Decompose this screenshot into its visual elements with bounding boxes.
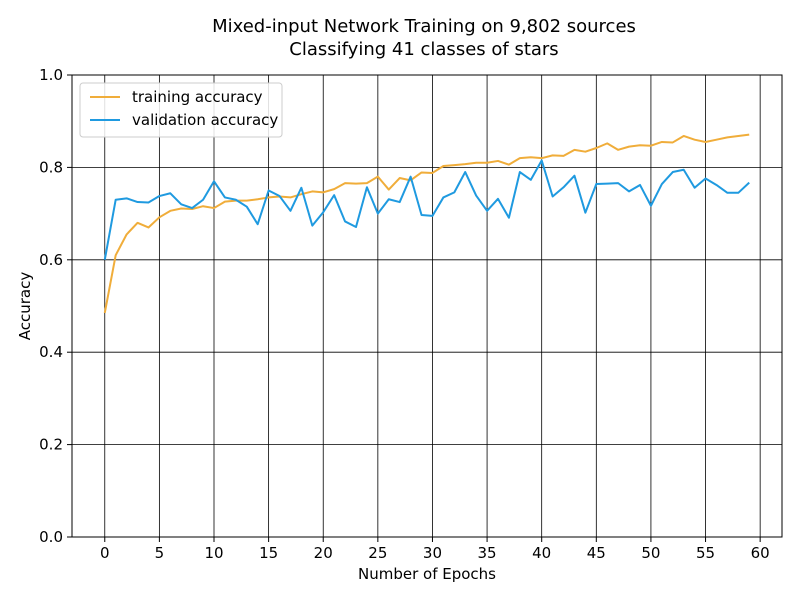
x-tick-label: 30	[423, 544, 442, 562]
training-accuracy-line	[103, 133, 750, 314]
x-tick-label: 35	[478, 544, 497, 562]
y-axis-label: Accuracy	[16, 272, 34, 341]
legend-label-training: training accuracy	[132, 88, 263, 106]
x-tick-label: 45	[587, 544, 606, 562]
y-tick-label: 0.4	[39, 343, 63, 361]
chart-title: Mixed-input Network Training on 9,802 so…	[212, 16, 636, 37]
y-tick-label: 0.0	[39, 528, 63, 546]
legend: training accuracy validation accuracy	[79, 82, 283, 138]
x-tick-label: 20	[314, 544, 333, 562]
x-tick-label: 55	[696, 544, 715, 562]
ticks: 0 5 10 15 20 25 30 35 40 45 50 55 60 0.0 0.2 0.4 0.6 0.8 1…	[39, 66, 770, 562]
x-tick-label: 10	[204, 544, 223, 562]
x-tick-label: 60	[751, 544, 770, 562]
legend-label-validation: validation accuracy	[132, 111, 278, 129]
y-tick-label: 0.2	[39, 436, 63, 454]
x-tick-label: 25	[368, 544, 387, 562]
y-tick-label: 0.6	[39, 251, 63, 269]
x-tick-label: 40	[532, 544, 551, 562]
legend-box	[79, 82, 283, 138]
series-lines	[103, 133, 750, 314]
y-tick-label: 1.0	[39, 66, 63, 84]
validation-accuracy-line	[103, 159, 750, 260]
chart-subtitle: Classifying 41 classes of stars	[289, 39, 558, 60]
x-axis-label: Number of Epochs	[358, 565, 496, 583]
x-tick-label: 15	[259, 544, 278, 562]
x-tick-label: 5	[155, 544, 165, 562]
y-tick-label: 0.8	[39, 158, 63, 176]
x-tick-label: 0	[100, 544, 110, 562]
x-tick-label: 50	[641, 544, 660, 562]
plot-frame	[71, 74, 783, 538]
